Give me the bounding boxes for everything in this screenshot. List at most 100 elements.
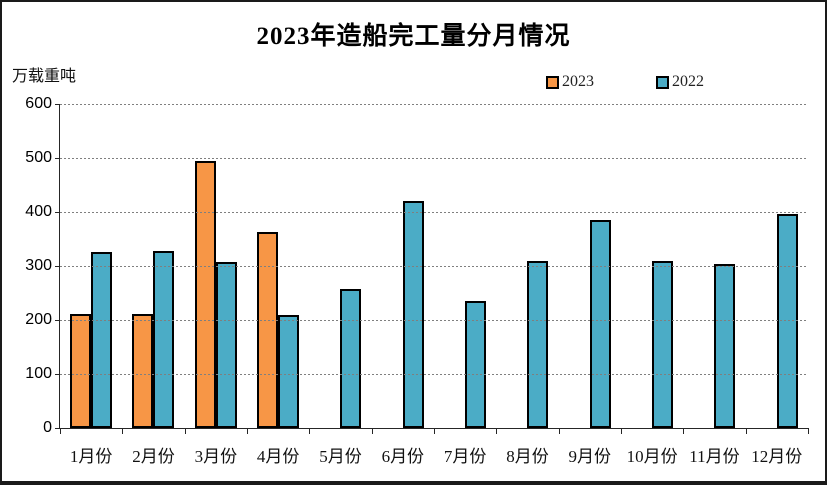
category-8月份: 8月份 (496, 104, 558, 466)
bar-group (444, 104, 487, 428)
y-axis-tick-mark (55, 158, 60, 159)
bar-slot-2023 (257, 104, 279, 428)
bar-slot-2023 (194, 104, 216, 428)
y-axis-tick-label: 200 (25, 311, 52, 328)
x-axis-tick-mark (371, 428, 373, 434)
bar-slot-2022 (527, 104, 549, 428)
bar-slot-2022 (714, 104, 736, 428)
x-axis-tick-mark (808, 428, 809, 434)
category-1月份: 1月份 (60, 104, 122, 466)
x-axis-label: 6月份 (381, 447, 425, 466)
bar-2022-8月份 (527, 260, 549, 428)
x-axis-tick-mark (496, 428, 498, 434)
x-axis-label: 9月份 (568, 447, 612, 466)
bar-slot-2022 (215, 104, 237, 428)
x-axis-label: 3月份 (194, 447, 238, 466)
bar-2022-6月份 (402, 200, 424, 428)
bar-2022-1月份 (91, 251, 113, 428)
x-axis-tick-mark (309, 428, 311, 434)
bar-slot-2022 (652, 104, 674, 428)
bar-2022-7月份 (465, 301, 487, 428)
gridline-400 (60, 212, 808, 213)
bar-2023-4月份 (257, 231, 279, 428)
y-axis-tick-label: 500 (25, 149, 52, 166)
legend: 2023 2022 (546, 73, 704, 91)
y-axis-tick-label: 100 (25, 365, 52, 382)
bar-group (506, 104, 549, 428)
category-10月份: 10月份 (621, 104, 683, 466)
x-axis-tick-mark (745, 428, 747, 434)
bar-group (70, 104, 113, 428)
bar-2022-12月份 (776, 214, 798, 428)
bar-2023-1月份 (70, 313, 92, 428)
legend-swatch-2022 (656, 75, 669, 89)
x-axis-tick-mark (60, 428, 61, 434)
bar-slot-2023 (70, 104, 92, 428)
x-axis-tick-mark (184, 428, 186, 434)
bar-2022-2月份 (153, 251, 175, 428)
bar-2022-5月份 (340, 289, 362, 428)
bar-slot-2022 (278, 104, 300, 428)
bar-2022-9月份 (589, 219, 611, 428)
chart-title: 2023年造船完工量分月情况 (256, 23, 571, 50)
x-axis-tick-mark (247, 428, 248, 434)
legend-swatch-2023 (546, 75, 559, 89)
category-3月份: 3月份 (185, 104, 247, 466)
x-axis-label: 1月份 (69, 447, 113, 466)
bar-2023-3月份 (194, 161, 216, 428)
category-row: 1月份 2月份 3月份 4月份 5月份 6月份 7月份 8月份 9月份 10月份 11月份 12月份 (60, 104, 808, 466)
bar-group (257, 104, 300, 428)
x-axis-label: 12月份 (751, 447, 803, 466)
y-axis-tick-label: 300 (25, 257, 52, 274)
y-axis-tick-label: 600 (25, 95, 52, 112)
x-axis-label: 2月份 (132, 447, 175, 466)
legend-item-2022: 2022 (656, 73, 704, 91)
bar-slot-2022 (589, 104, 611, 428)
bar-2022-4月份 (278, 314, 300, 428)
x-axis-tick-mark (122, 428, 124, 434)
bar-2023-2月份 (132, 313, 154, 428)
bar-slot-2022 (402, 104, 424, 428)
bar-slot-2022 (153, 104, 175, 428)
x-axis-label: 11月份 (689, 447, 740, 466)
x-axis-label: 7月份 (443, 447, 487, 466)
bar-slot-2022 (91, 104, 113, 428)
bar-slot-2022 (340, 104, 362, 428)
x-axis-tick-mark (434, 428, 435, 434)
y-axis-tick-label: 0 (43, 419, 52, 436)
bar-group (132, 104, 175, 428)
y-axis-tick-label: 400 (25, 203, 52, 220)
x-axis-label: 8月份 (506, 447, 549, 466)
bar-2022-11月份 (714, 263, 736, 428)
y-axis-tick-mark (55, 428, 60, 429)
category-2月份: 2月份 (122, 104, 184, 466)
category-6月份: 6月份 (372, 104, 434, 466)
y-axis-tick-mark (55, 374, 60, 375)
gridline-600 (60, 104, 808, 105)
legend-label: 2022 (672, 73, 704, 90)
x-axis-label: 4月份 (256, 447, 300, 466)
x-axis-label: 10月份 (626, 447, 678, 466)
y-axis-tick-mark (55, 104, 60, 105)
bar-group (319, 104, 362, 428)
gridline-500 (60, 158, 808, 159)
legend-item-2023: 2023 (546, 73, 594, 91)
bar-group (631, 104, 674, 428)
category-11月份: 11月份 (683, 104, 745, 466)
bar-group (693, 104, 736, 428)
plot-area: 1月份 2月份 3月份 4月份 5月份 6月份 7月份 8月份 9月份 10月份 11月份 12月份 … (25, 95, 809, 466)
bar-group (382, 104, 424, 428)
bar-2022-10月份 (652, 261, 674, 428)
y-axis-unit-label: 万载重吨 (12, 68, 77, 85)
x-axis-tick-mark (621, 428, 622, 434)
category-9月份: 9月份 (559, 104, 621, 466)
gridline-100 (60, 374, 808, 375)
bar-group (194, 104, 237, 428)
x-axis-tick-mark (558, 428, 560, 434)
gridline-200 (60, 320, 808, 321)
category-5月份: 5月份 (309, 104, 371, 466)
gridline-300 (60, 266, 808, 267)
legend-label: 2023 (562, 73, 594, 90)
bar-group (569, 104, 611, 428)
